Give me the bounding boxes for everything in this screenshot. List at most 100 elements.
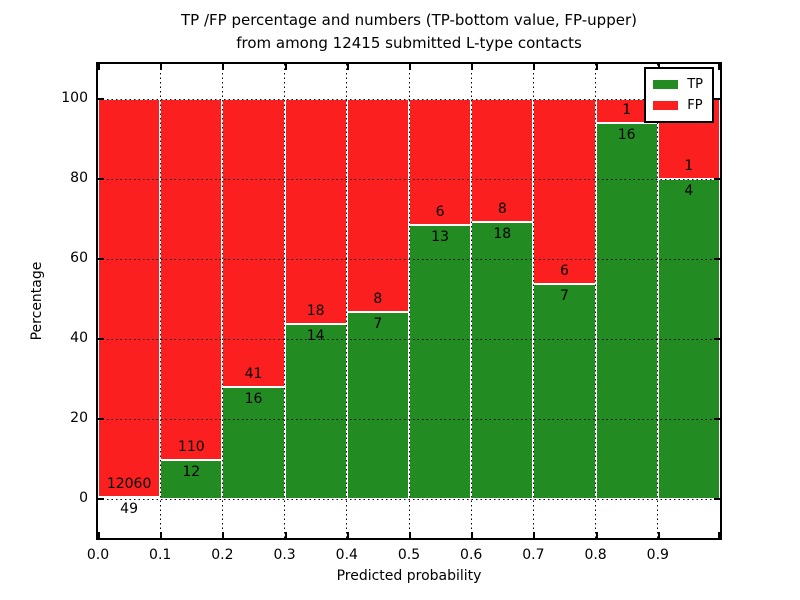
x-tick-mark <box>533 532 536 538</box>
x-tick-label: 0.0 <box>86 547 110 563</box>
x-tick-mark <box>222 64 225 70</box>
fp-legend-swatch <box>653 101 679 110</box>
v-gridline <box>159 64 161 538</box>
y-tick-mark <box>98 418 104 420</box>
x-tick-mark <box>284 64 287 70</box>
bar-segment-fp <box>98 99 161 498</box>
y-tick-mark <box>714 178 720 180</box>
y-tick-mark <box>714 98 720 100</box>
y-tick-label: 100 <box>61 90 88 106</box>
v-gridline <box>532 64 534 538</box>
tp-count-label: 7 <box>560 287 569 304</box>
x-tick-label: 0.6 <box>460 547 483 563</box>
bar-segment-tp <box>409 225 472 499</box>
x-tick-mark <box>595 64 598 70</box>
fp-legend-label: FP <box>687 98 703 113</box>
x-tick-label: 0.3 <box>273 547 296 563</box>
x-tick-mark <box>98 64 100 70</box>
tp-count-label: 16 <box>617 126 636 143</box>
y-tick-mark <box>714 498 720 500</box>
tp-count-label: 4 <box>684 183 694 199</box>
bar-segment-tp <box>222 386 285 499</box>
fp-count-label: 8 <box>373 291 383 308</box>
plot-area: TP FP 12060 49 110 12 41 16 18 14 8 7 6 13 8 18 6 7 1 16 1… <box>96 62 722 540</box>
y-tick-mark <box>98 178 104 180</box>
tp-legend-label: TP <box>687 77 703 92</box>
x-tick-label: 0.7 <box>522 547 545 563</box>
fp-count-label: 12060 <box>106 476 152 493</box>
y-tick-label: 20 <box>70 410 88 426</box>
tp-count-label: 16 <box>244 390 263 407</box>
v-gridline <box>408 64 410 538</box>
x-tick-mark <box>284 532 287 538</box>
x-tick-mark <box>409 532 411 538</box>
tp-count-label: 18 <box>493 226 512 243</box>
bar-segment-tp <box>595 122 658 499</box>
y-tick-mark <box>98 498 104 500</box>
x-tick-label: 0.1 <box>149 547 172 563</box>
y-tick-mark <box>714 258 720 260</box>
tp-count-label: 13 <box>431 229 449 246</box>
x-tick-label: 0.5 <box>397 547 421 563</box>
bar-segment-fp <box>222 99 285 387</box>
legend-item-fp: FP <box>653 95 703 116</box>
v-gridline <box>284 64 286 538</box>
x-tick-mark <box>160 532 163 538</box>
x-tick-label: 0.4 <box>335 547 358 563</box>
y-tick-mark <box>98 338 104 340</box>
bar-segment-fp <box>346 99 409 313</box>
bar-segment-fp <box>160 99 223 460</box>
y-tick-label: 0 <box>79 490 88 506</box>
fp-count-label: 6 <box>560 262 569 279</box>
x-tick-mark <box>222 532 225 538</box>
y-tick-mark <box>98 258 104 260</box>
x-tick-label: 0.8 <box>584 547 607 563</box>
fp-count-label: 6 <box>435 204 445 221</box>
bar-segment-tp <box>284 324 347 499</box>
x-tick-mark <box>718 64 720 70</box>
chart-title-line2: from among 12415 submitted L-type contac… <box>236 34 582 52</box>
y-axis-label: Percentage <box>29 261 45 341</box>
x-tick-mark <box>346 532 349 538</box>
y-tick-mark <box>714 338 720 340</box>
bar-segment-tp <box>160 459 223 499</box>
fp-count-label: 1 <box>684 158 694 174</box>
tp-legend-swatch <box>653 80 679 89</box>
v-gridline <box>657 64 659 538</box>
legend: TP FP <box>644 67 714 123</box>
v-gridline <box>221 64 223 538</box>
tp-count-label: 14 <box>306 328 325 344</box>
bar-segment-tp <box>471 222 534 499</box>
y-tick-label: 40 <box>70 330 88 346</box>
x-tick-mark <box>346 64 349 70</box>
tp-count-label: 12 <box>182 463 201 480</box>
x-tick-mark <box>409 64 411 70</box>
chart-title-line1: TP /FP percentage and numbers (TP-bottom… <box>181 11 637 29</box>
bar-segment-tp <box>346 312 409 499</box>
y-tick-mark <box>98 98 104 100</box>
fp-count-label: 18 <box>306 303 325 319</box>
tp-count-label: 7 <box>373 316 383 333</box>
chart-title: TP /FP percentage and numbers (TP-bottom… <box>96 9 722 55</box>
y-tick-label: 80 <box>70 170 88 186</box>
x-tick-label: 0.2 <box>211 547 234 563</box>
legend-item-tp: TP <box>653 74 703 95</box>
v-gridline <box>595 64 597 538</box>
tp-count-label: 49 <box>120 501 138 518</box>
bar-segment-fp <box>533 99 596 284</box>
y-tick-label: 60 <box>70 250 88 266</box>
x-tick-mark <box>471 64 474 70</box>
x-axis-label: Predicted probability <box>336 568 482 584</box>
fp-count-label: 1 <box>622 101 632 118</box>
v-gridline <box>346 64 348 538</box>
x-tick-mark <box>98 532 100 538</box>
y-tick-mark <box>714 418 720 420</box>
x-tick-mark <box>595 532 598 538</box>
x-tick-mark <box>657 532 660 538</box>
bar-segment-tp <box>533 283 596 499</box>
x-tick-mark <box>718 532 720 538</box>
x-tick-mark <box>471 532 474 538</box>
x-tick-mark <box>160 64 163 70</box>
bar-segment-fp <box>284 99 347 324</box>
